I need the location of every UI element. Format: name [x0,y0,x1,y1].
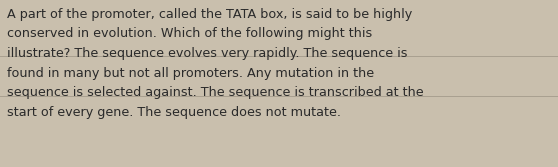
Text: conserved in evolution. Which of the following might this: conserved in evolution. Which of the fol… [7,27,372,40]
Text: A part of the promoter, called the TATA box, is said to be highly: A part of the promoter, called the TATA … [7,8,412,21]
Text: sequence is selected against. The sequence is transcribed at the: sequence is selected against. The sequen… [7,86,424,99]
Text: illustrate? The sequence evolves very rapidly. The sequence is: illustrate? The sequence evolves very ra… [7,47,407,60]
Text: start of every gene. The sequence does not mutate.: start of every gene. The sequence does n… [7,106,341,119]
Text: found in many but not all promoters. Any mutation in the: found in many but not all promoters. Any… [7,67,374,80]
